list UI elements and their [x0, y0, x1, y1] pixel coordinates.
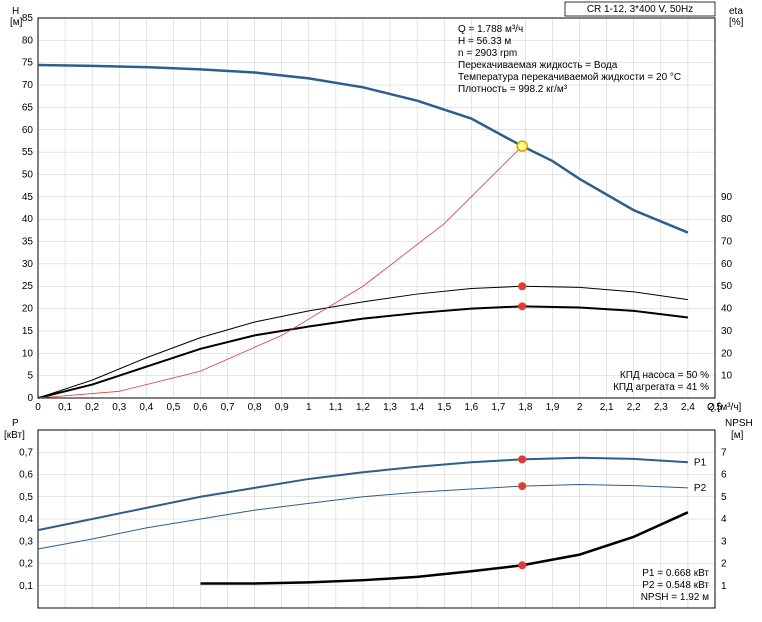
bottom-annotation-0: P1 = 0.668 кВт: [642, 568, 709, 579]
svg-text:7: 7: [721, 447, 727, 458]
x-tick-21: 2,1: [600, 402, 614, 413]
yEta-tick: 60: [721, 259, 733, 270]
x-tick-6: 0,6: [194, 402, 208, 413]
chart-svg: 0 0,1 0,2 0,3 0,4 0,5 0,6 0,7 0,8 0,9 1 1,1 1,2 1,3 1,…: [0, 0, 762, 622]
x-tick-23: 2,3: [654, 402, 668, 413]
yH-tick: 20: [22, 304, 34, 315]
x-tick-15: 1,5: [437, 402, 451, 413]
top-annotation-1: H = 56.33 м: [458, 36, 511, 47]
bottom-annotation-1: P2 = 0.548 кВт: [642, 580, 709, 591]
svg-text:6: 6: [721, 470, 727, 481]
pump-chart-container: 0 0,1 0,2 0,3 0,4 0,5 0,6 0,7 0,8 0,9 1 1,1 1,2 1,3 1,…: [0, 0, 762, 622]
bottom-marker-2: [518, 561, 526, 569]
svg-text:[м]: [м]: [10, 17, 23, 28]
yH-tick: 15: [22, 326, 34, 337]
svg-text:5: 5: [721, 492, 727, 503]
H-label: H: [12, 6, 19, 17]
svg-text:0,6: 0,6: [19, 470, 33, 481]
svg-text:0,7: 0,7: [19, 447, 33, 458]
x-tick-19: 1,9: [546, 402, 560, 413]
top-annotation-4: Температура перекачиваемой жидкости = 20…: [458, 72, 681, 83]
yH-tick: 65: [22, 102, 34, 113]
x-tick-24: 2,4: [681, 402, 695, 413]
yH-tick: 40: [22, 214, 34, 225]
x-tick-7: 0,7: [221, 402, 235, 413]
Q-label: Q [м³/ч]: [707, 402, 742, 413]
x-tick-10: 1: [306, 402, 312, 413]
svg-text:[кВт]: [кВт]: [4, 430, 25, 441]
yEta-tick: 50: [721, 281, 733, 292]
eff-marker-0: [518, 282, 526, 290]
svg-text:0,4: 0,4: [19, 514, 33, 525]
yEta-tick: 70: [721, 237, 733, 248]
x-tick-14: 1,4: [410, 402, 424, 413]
x-tick-9: 0,9: [275, 402, 289, 413]
x-tick-11: 1,1: [329, 402, 343, 413]
x-tick-0: 0: [35, 402, 41, 413]
x-tick-4: 0,4: [139, 402, 153, 413]
x-tick-16: 1,6: [464, 402, 478, 413]
svg-text:0,2: 0,2: [19, 559, 33, 570]
x-tick-13: 1,3: [383, 402, 397, 413]
yEta-tick: 80: [721, 214, 733, 225]
yH-tick: 80: [22, 35, 34, 46]
eff-annotation-0: КПД насоса = 50 %: [620, 370, 709, 381]
bottom-annotation-2: NPSH = 1.92 м: [641, 592, 709, 603]
x-tick-1: 0,1: [58, 402, 72, 413]
yH-tick: 70: [22, 80, 34, 91]
svg-text:0,3: 0,3: [19, 536, 33, 547]
yH-tick: 35: [22, 237, 34, 248]
x-tick-12: 1,2: [356, 402, 370, 413]
yH-tick: 75: [22, 58, 34, 69]
p2-label: P2: [694, 483, 707, 494]
svg-text:4: 4: [721, 514, 727, 525]
P-label: P: [12, 418, 19, 429]
svg-text:CR 1-12, 3*400 V, 50Hz: CR 1-12, 3*400 V, 50Hz: [587, 4, 693, 15]
yEta-tick: 40: [721, 304, 733, 315]
yH-tick: 60: [22, 125, 34, 136]
eff-marker-1: [518, 302, 526, 310]
yH-tick: 45: [22, 192, 34, 203]
yH-tick: 0: [27, 393, 33, 404]
svg-text:[м]: [м]: [731, 430, 744, 441]
x-tick-3: 0,3: [112, 402, 126, 413]
x-tick-8: 0,8: [248, 402, 262, 413]
yH-tick: 30: [22, 259, 34, 270]
x-tick-20: 2: [577, 402, 583, 413]
x-tick-17: 1,7: [491, 402, 505, 413]
x-tick-2: 0,2: [85, 402, 99, 413]
NPSH-label: NPSH: [725, 418, 753, 429]
x-tick-22: 2,2: [627, 402, 641, 413]
svg-text:1: 1: [721, 581, 727, 592]
yEta-tick: 30: [721, 326, 733, 337]
svg-text:0,1: 0,1: [19, 581, 33, 592]
svg-text:2: 2: [721, 559, 727, 570]
yH-tick: 50: [22, 169, 34, 180]
svg-text:[%]: [%]: [729, 17, 744, 28]
svg-text:0,5: 0,5: [19, 492, 33, 503]
yEta-tick: 10: [721, 371, 733, 382]
top-annotation-5: Плотность = 998.2 кг/м³: [458, 84, 568, 95]
duty-point: [517, 141, 527, 151]
x-tick-18: 1,8: [518, 402, 532, 413]
yEta-tick: 20: [721, 348, 733, 359]
yH-tick: 85: [22, 13, 34, 24]
title-box: CR 1-12, 3*400 V, 50Hz: [565, 2, 715, 16]
yEta-tick: 90: [721, 192, 733, 203]
bottom-marker-1: [518, 482, 526, 490]
x-tick-5: 0,5: [166, 402, 180, 413]
system-curve: [38, 146, 522, 398]
bottom-marker-0: [518, 455, 526, 463]
top-annotation-3: Перекачиваемая жидкость = Вода: [458, 60, 618, 71]
eta-label: eta: [729, 6, 743, 17]
yH-tick: 25: [22, 281, 34, 292]
top-annotation-0: Q = 1.788 м³/ч: [458, 24, 523, 35]
yH-tick: 55: [22, 147, 34, 158]
yH-tick: 5: [27, 371, 33, 382]
p1-label: P1: [694, 457, 707, 468]
top-annotation-2: n = 2903 rpm: [458, 48, 517, 59]
svg-text:3: 3: [721, 536, 727, 547]
eff-annotation-1: КПД агрегата = 41 %: [613, 382, 709, 393]
yH-tick: 10: [22, 348, 34, 359]
